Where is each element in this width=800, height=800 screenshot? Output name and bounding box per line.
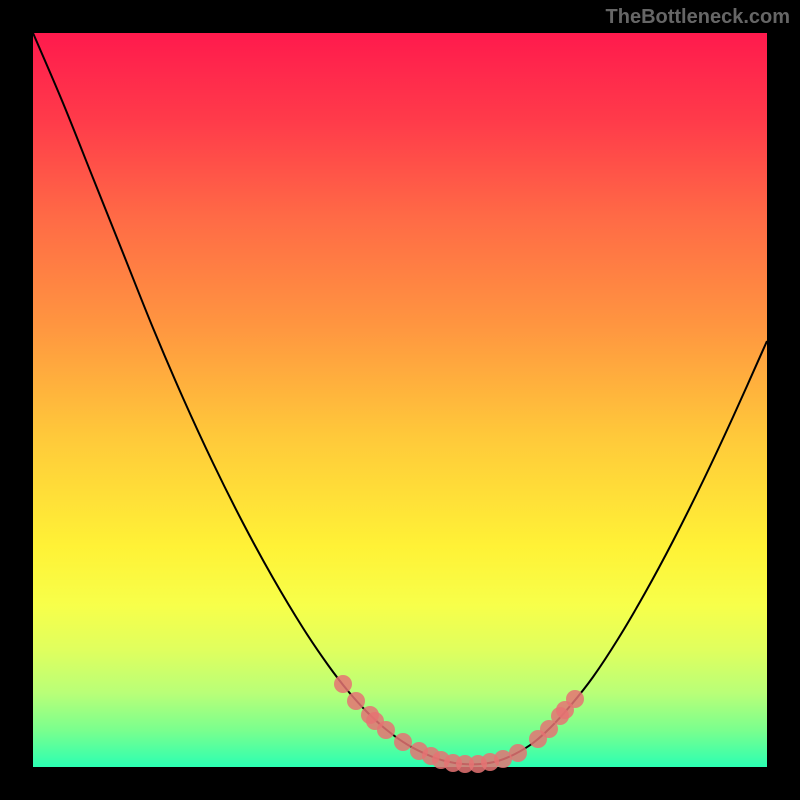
curve-marker: [566, 690, 584, 708]
border-right: [767, 0, 800, 800]
border-bottom: [0, 767, 800, 800]
watermark-text: TheBottleneck.com: [606, 6, 790, 29]
curve-marker: [377, 721, 395, 739]
curve-marker: [347, 692, 365, 710]
border-left: [0, 0, 33, 800]
v-curve: [33, 33, 767, 764]
curve-layer: [33, 33, 767, 767]
curve-marker: [509, 744, 527, 762]
curve-marker: [334, 675, 352, 693]
plot-area: [33, 33, 767, 767]
